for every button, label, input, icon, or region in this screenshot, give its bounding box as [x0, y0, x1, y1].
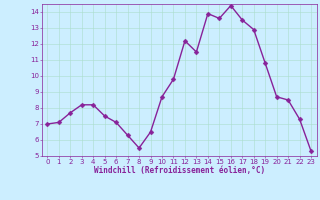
X-axis label: Windchill (Refroidissement éolien,°C): Windchill (Refroidissement éolien,°C) — [94, 166, 265, 175]
